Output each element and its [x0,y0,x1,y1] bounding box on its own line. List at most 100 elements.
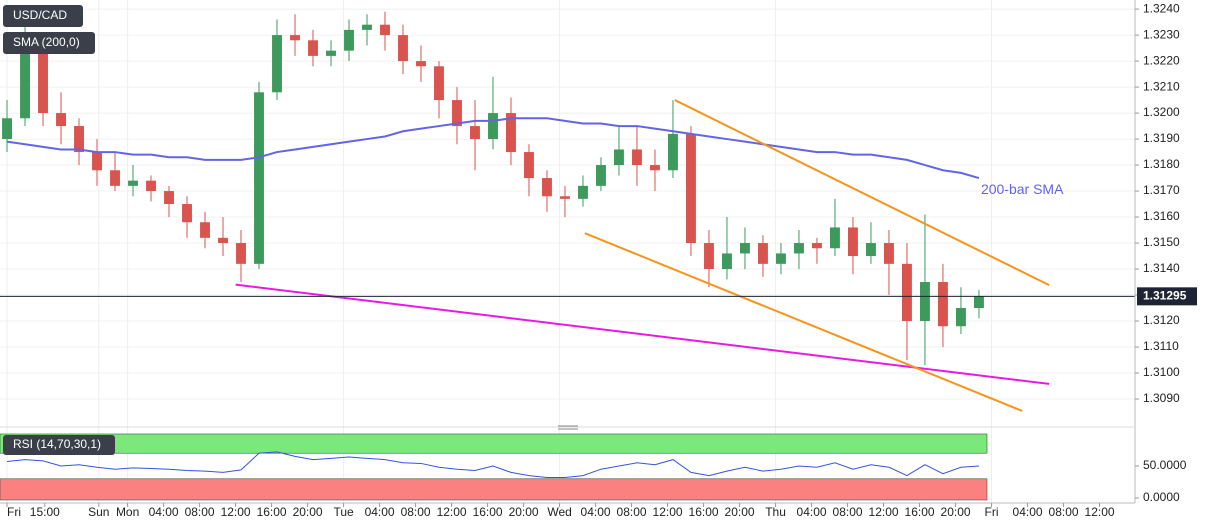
y-tick-label: 1.3100 [1143,365,1180,379]
y-tick-label: 1.3200 [1143,105,1180,119]
y-tick-label: 1.3210 [1143,79,1180,93]
candle-body [740,243,750,254]
x-tick-label: 20:00 [509,505,539,519]
candle-body [686,133,696,244]
rsi-band [0,433,988,454]
rsi-line [6,451,979,479]
candle-body [362,24,372,30]
candle-body [956,308,966,327]
x-tick-label: 08:00 [1049,505,1079,519]
candle-body [632,149,642,166]
x-tick-label: Sun [88,505,109,519]
candle-body [110,170,120,186]
candle-body [182,204,192,223]
symbol-badge [3,5,83,27]
candle-body [902,263,912,322]
x-tick-label: 16:00 [473,505,503,519]
x-tick-label: 04:00 [365,505,395,519]
candle-body [614,149,624,166]
sma-annotation: 200-bar SMA [981,181,1064,197]
y-tick-label: 1.3160 [1143,209,1180,223]
candle-body [20,48,30,119]
candle-body [470,126,480,140]
indicator-badge [3,32,95,54]
x-tick-label: Mon [116,505,139,519]
trend-line [584,232,1023,412]
y-tick-label: 1.3180 [1143,157,1180,171]
x-tick-label: 08:00 [185,505,215,519]
candle-body [416,61,426,67]
rsi-badge [3,435,115,455]
y-tick-label: 50.0000 [1143,458,1187,472]
candle-body [128,180,138,186]
candle-body [560,196,570,199]
x-tick-label: 15:00 [30,505,60,519]
candle-body [542,178,552,197]
candle-body [236,243,246,264]
y-tick-label: 1.3220 [1143,53,1180,67]
y-tick-label: 1.3110 [1143,339,1179,353]
indicator-label: SMA (200,0) [13,35,80,49]
candle-body [308,40,318,56]
candle-body [884,243,894,264]
x-tick-label: Fri [985,505,999,519]
x-tick-label: 04:00 [149,505,179,519]
symbol-label: USD/CAD [13,8,67,22]
x-tick-label: 12:00 [869,505,899,519]
x-tick-label: 04:00 [581,505,611,519]
candle-body [524,152,534,179]
y-tick-label: 1.3170 [1143,183,1180,197]
candle-body [506,113,516,153]
x-tick-label: 12:00 [653,505,683,519]
y-tick-label: 1.3120 [1143,313,1180,327]
candle-body [290,35,300,41]
y-tick-label: 1.3240 [1143,1,1180,15]
x-tick-label: 08:00 [401,505,431,519]
x-tick-label: Wed [547,505,571,519]
y-tick-label: 0.0000 [1143,490,1180,504]
candle-body [398,35,408,62]
candle-body [452,100,462,127]
candle-body [938,282,948,327]
x-tick-label: 12:00 [1085,505,1115,519]
candle-body [200,222,210,238]
sma-line [6,117,980,180]
candle-body [218,237,228,244]
candle-body [794,243,804,254]
candle-body [38,48,48,114]
candle-body [488,113,498,140]
trend-line [674,99,1050,287]
candle-body [578,185,588,199]
candle-body [830,227,840,249]
y-tick-label: 1.3150 [1143,235,1180,249]
rsi-band [0,478,988,501]
candle-body [704,243,714,270]
x-tick-label: 12:00 [221,505,251,519]
y-tick-label: 1.3090 [1143,391,1180,405]
candle-body [812,243,822,249]
candle-body [344,29,354,51]
candle-body [380,24,390,36]
x-tick-label: 08:00 [617,505,647,519]
x-tick-label: Thu [765,505,786,519]
rsi-label: RSI (14,70,30,1) [13,437,101,451]
x-tick-label: 16:00 [257,505,287,519]
candle-body [668,133,678,171]
x-tick-label: 04:00 [797,505,827,519]
x-tick-label: 20:00 [941,505,971,519]
y-tick-label: 1.3230 [1143,27,1180,41]
candle-body [722,253,732,270]
x-tick-label: Fri [7,505,21,519]
candle-body [866,243,876,257]
candle-body [650,165,660,171]
candle-body [92,152,102,171]
candle-body [164,191,174,205]
x-tick-label: 12:00 [437,505,467,519]
candle-body [254,92,264,264]
x-tick-label: 04:00 [1013,505,1043,519]
resize-handle[interactable] [558,425,578,430]
candle-body [2,118,12,140]
candle-body [434,66,444,101]
candle-body [56,113,66,127]
